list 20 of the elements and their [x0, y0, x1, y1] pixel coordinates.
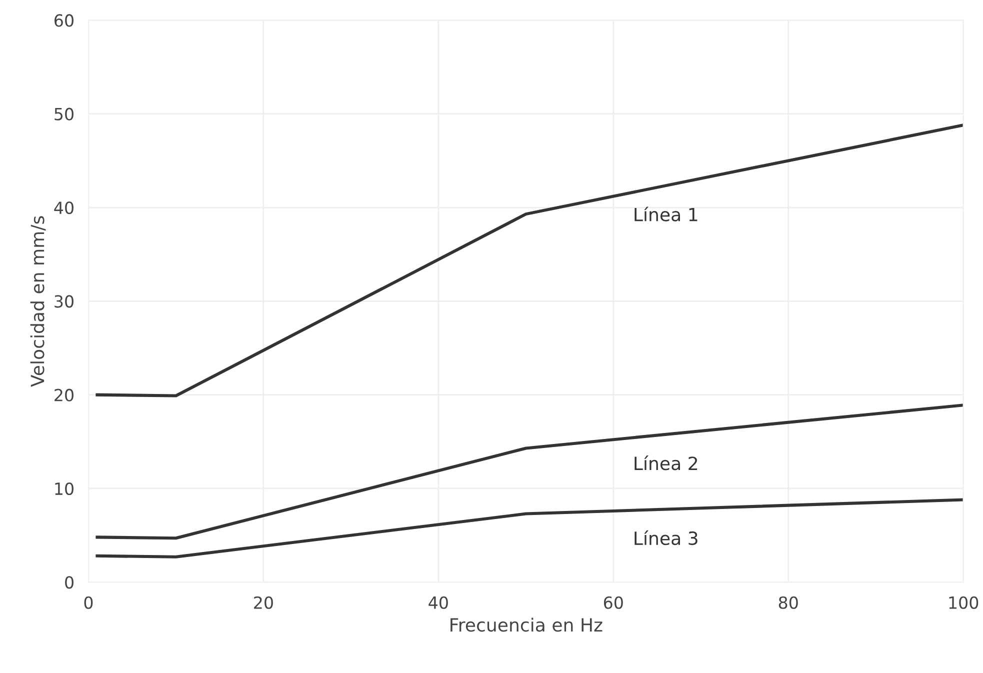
- y-tick-label: 10: [55, 482, 74, 496]
- x-axis-title: Frecuencia en Hz: [450, 618, 602, 632]
- x-tick-label: 60: [604, 596, 623, 609]
- y-tick-label: 40: [54, 201, 74, 214]
- line-series: [96, 124, 964, 398]
- x-tick-label: 100: [949, 596, 978, 609]
- line-series: [96, 498, 964, 558]
- x-tick-label: 0: [84, 596, 93, 609]
- y-tick-label: 50: [54, 108, 74, 120]
- x-tick-label: 80: [778, 596, 798, 609]
- y-tick-label: 30: [54, 295, 74, 308]
- y-tick-label: 0: [65, 576, 74, 589]
- series-label: Línea 3: [634, 530, 698, 546]
- y-tick-label: 60: [54, 14, 74, 27]
- x-tick-label: 40: [428, 596, 448, 609]
- x-tick-label: 20: [254, 596, 273, 609]
- y-axis-title: Velocidad en mm/s: [30, 216, 46, 387]
- series-label: Línea 1: [634, 206, 698, 222]
- y-tick-label: 20: [54, 388, 74, 402]
- series-label: Línea 2: [634, 456, 698, 470]
